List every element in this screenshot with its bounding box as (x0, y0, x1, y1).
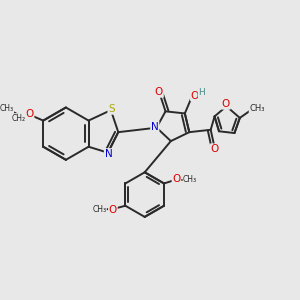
Text: O: O (191, 91, 199, 100)
Text: O: O (222, 99, 230, 109)
Text: O: O (211, 144, 219, 154)
Text: O: O (26, 109, 34, 119)
Text: S: S (108, 104, 115, 114)
Text: CH₃: CH₃ (0, 104, 14, 113)
Text: O: O (172, 174, 181, 184)
Text: CH₃: CH₃ (249, 104, 265, 113)
Text: N: N (151, 122, 159, 131)
Text: O: O (155, 87, 163, 97)
Text: H: H (198, 88, 205, 97)
Text: N: N (105, 149, 112, 159)
Text: CH₂: CH₂ (12, 114, 26, 123)
Text: CH₃: CH₃ (92, 206, 106, 214)
Text: O: O (109, 205, 117, 215)
Text: CH₃: CH₃ (183, 175, 197, 184)
